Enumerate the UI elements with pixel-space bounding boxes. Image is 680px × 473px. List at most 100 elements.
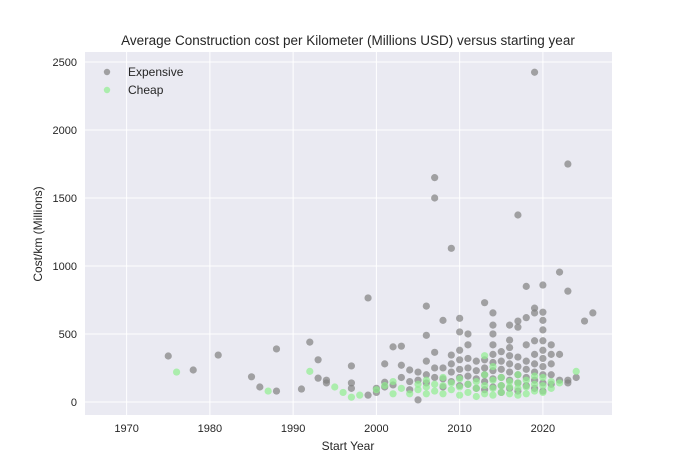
- point-expensive: [464, 341, 472, 349]
- point-expensive: [456, 314, 464, 322]
- point-expensive: [514, 353, 522, 361]
- point-expensive: [447, 244, 455, 252]
- point-cheap: [481, 371, 489, 379]
- point-expensive: [539, 316, 547, 324]
- point-expensive: [505, 368, 514, 376]
- point-expensive: [530, 350, 539, 358]
- point-expensive: [564, 379, 572, 387]
- point-expensive: [522, 357, 530, 365]
- x-tick-label: 2010: [447, 423, 471, 435]
- point-cheap: [331, 383, 339, 391]
- point-expensive: [580, 317, 589, 325]
- point-expensive: [539, 346, 547, 354]
- point-cheap: [172, 368, 181, 376]
- point-cheap: [481, 352, 489, 360]
- point-expensive: [431, 373, 439, 382]
- point-cheap: [530, 380, 539, 388]
- point-expensive: [514, 323, 522, 331]
- point-expensive: [431, 174, 439, 182]
- point-expensive: [530, 360, 539, 368]
- point-expensive: [539, 337, 547, 345]
- point-expensive: [489, 309, 497, 317]
- point-cheap: [439, 382, 447, 390]
- point-cheap: [530, 387, 539, 395]
- point-expensive: [489, 341, 497, 349]
- point-cheap: [505, 390, 514, 398]
- series-cheap: [172, 352, 580, 401]
- point-expensive: [164, 352, 172, 360]
- point-expensive: [431, 348, 439, 356]
- point-cheap: [447, 386, 455, 394]
- point-expensive: [314, 374, 322, 382]
- point-expensive: [464, 354, 472, 363]
- point-expensive: [539, 281, 547, 289]
- legend-label-expensive: Expensive: [128, 65, 184, 79]
- point-cheap: [447, 379, 455, 387]
- point-expensive: [564, 287, 572, 295]
- point-cheap: [389, 390, 397, 398]
- point-expensive: [456, 328, 464, 336]
- point-expensive: [514, 317, 522, 325]
- plot-background: [85, 52, 612, 415]
- point-cheap: [505, 377, 514, 386]
- point-expensive: [397, 373, 405, 382]
- point-cheap: [514, 379, 522, 387]
- point-cheap: [472, 384, 480, 392]
- legend-marker-cheap: [103, 86, 111, 94]
- point-expensive: [522, 341, 530, 349]
- point-cheap: [406, 390, 414, 398]
- point-cheap: [356, 391, 364, 399]
- x-tick-label: 2000: [364, 423, 388, 435]
- point-cheap: [456, 391, 464, 399]
- x-tick-label: 2020: [531, 423, 555, 435]
- point-expensive: [572, 373, 580, 382]
- point-expensive: [547, 371, 555, 379]
- point-cheap: [522, 390, 530, 398]
- point-cheap: [372, 386, 380, 394]
- point-cheap: [572, 367, 580, 375]
- point-expensive: [522, 282, 530, 290]
- point-expensive: [447, 368, 455, 376]
- point-expensive: [505, 343, 514, 352]
- point-cheap: [464, 380, 472, 388]
- point-expensive: [589, 309, 597, 317]
- point-cheap: [514, 371, 522, 379]
- point-cheap: [514, 384, 522, 392]
- point-cheap: [530, 372, 539, 380]
- point-expensive: [497, 365, 505, 373]
- tick-labels: 1970 1980 1990 2000 2010 2020 0 500 1000 1500 2000…: [53, 57, 556, 435]
- point-expensive: [539, 354, 547, 363]
- point-expensive: [547, 360, 555, 368]
- point-expensive: [456, 365, 464, 373]
- y-tick-label: 0: [71, 397, 77, 409]
- point-expensive: [397, 342, 405, 350]
- point-cheap: [472, 377, 480, 386]
- y-tick-label: 1000: [53, 261, 77, 273]
- point-cheap: [514, 391, 522, 399]
- point-expensive: [431, 194, 439, 202]
- point-cheap: [439, 373, 447, 382]
- y-tick-label: 2000: [53, 125, 77, 137]
- point-cheap: [381, 382, 389, 390]
- point-expensive: [505, 360, 514, 368]
- point-expensive: [247, 373, 256, 381]
- point-expensive: [347, 384, 356, 392]
- point-expensive: [505, 352, 514, 360]
- point-cheap: [489, 391, 497, 399]
- point-expensive: [189, 366, 197, 374]
- point-cheap: [489, 363, 497, 371]
- point-expensive: [464, 364, 472, 372]
- point-expensive: [272, 387, 281, 395]
- point-expensive: [414, 396, 422, 404]
- point-expensive: [522, 314, 530, 322]
- point-expensive: [314, 356, 322, 364]
- point-expensive: [464, 372, 472, 380]
- point-expensive: [472, 367, 480, 375]
- point-expensive: [322, 379, 331, 387]
- point-expensive: [505, 336, 514, 344]
- point-cheap: [497, 373, 505, 382]
- point-expensive: [364, 294, 372, 302]
- point-expensive: [306, 338, 314, 346]
- point-cheap: [522, 383, 530, 391]
